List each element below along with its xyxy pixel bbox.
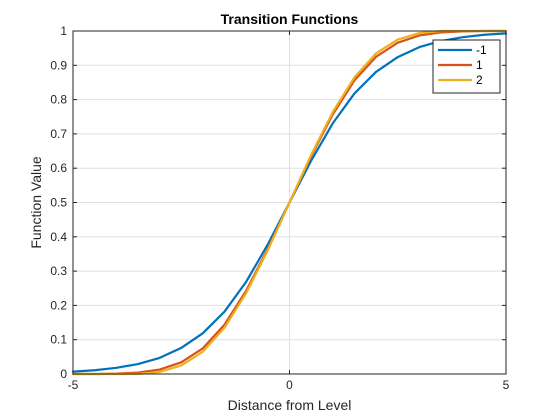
y-axis-label: Function Value	[28, 156, 44, 249]
x-tick-label: 0	[286, 378, 293, 392]
y-tick-label: 0.2	[50, 298, 67, 312]
legend-label-1: -1	[476, 43, 487, 57]
y-tick-label: 0.5	[50, 196, 67, 210]
x-tick-label: 5	[503, 378, 510, 392]
legend-box	[432, 39, 501, 94]
y-tick-label: 1	[60, 24, 67, 38]
legend-label-3: 2	[476, 73, 483, 87]
y-tick-label: 0.4	[50, 230, 67, 244]
series-line-3	[71, 29, 508, 376]
legend-label-2: 1	[476, 58, 483, 72]
y-tick-label: 0.9	[50, 58, 67, 72]
y-tick-label: 0	[60, 367, 67, 381]
y-tick-label: 0.7	[50, 127, 67, 141]
chart-title: Transition Functions	[221, 11, 359, 27]
y-tick-label: 0.8	[50, 93, 67, 107]
y-tick-label: 0.1	[50, 333, 67, 347]
x-axis-label: Distance from Level	[228, 397, 352, 413]
legend: -112	[432, 39, 501, 94]
x-tick-label: -5	[68, 378, 79, 392]
y-tick-label: 0.3	[50, 264, 67, 278]
y-tick-label: 0.6	[50, 161, 67, 175]
